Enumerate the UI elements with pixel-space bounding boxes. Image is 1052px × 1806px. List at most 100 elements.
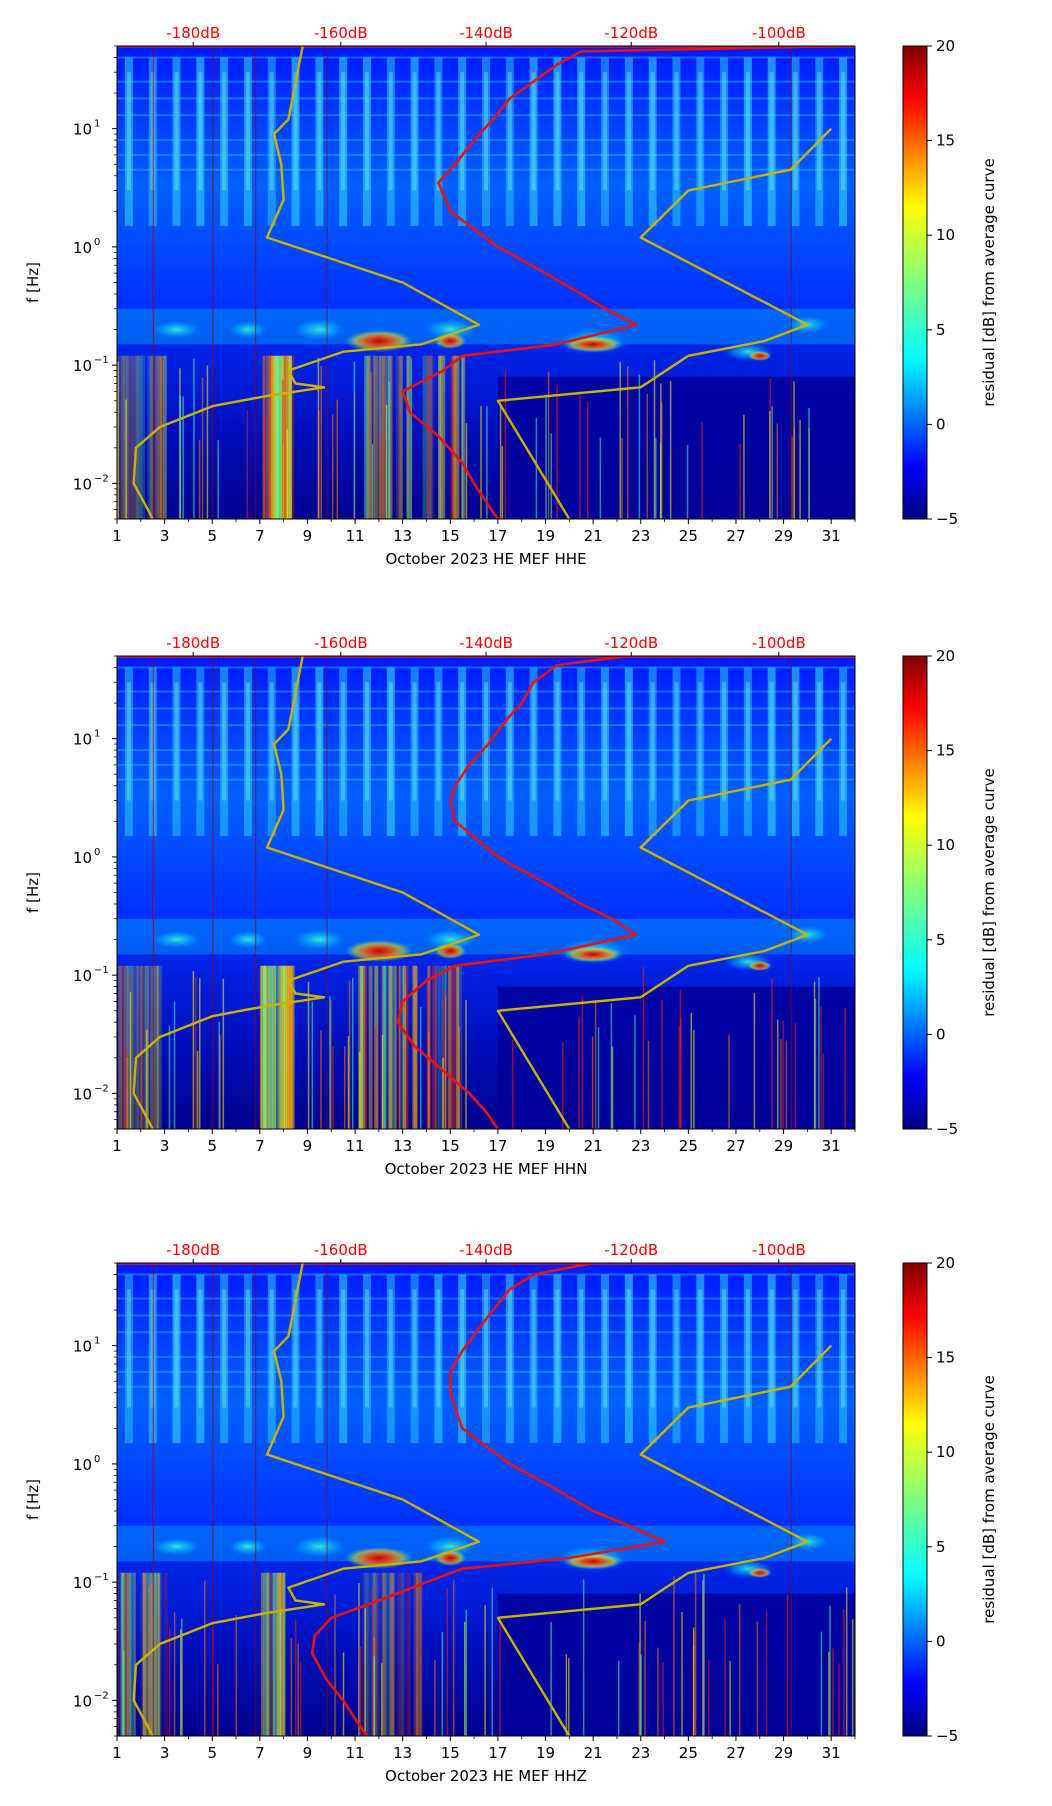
low-frequency-streak: [123, 1572, 127, 1736]
daily-stripe: [362, 57, 371, 227]
low-frequency-streak: [431, 355, 435, 519]
low-frequency-streak: [389, 1572, 393, 1736]
low-frequency-streak: [156, 965, 159, 1129]
gap-line: [152, 656, 154, 1129]
daily-stripe-core: [341, 682, 346, 801]
transient-streak: [426, 977, 429, 1129]
low-frequency-streak: [282, 965, 287, 1129]
transient-streak: [678, 1026, 681, 1129]
low-frequency-streak: [366, 355, 371, 519]
low-frequency-streak: [281, 1572, 285, 1736]
x-axis-label: October 2023 HE MEF HHE: [385, 550, 586, 568]
transient-streak: [694, 1573, 697, 1736]
low-frequency-streak: [275, 1572, 281, 1736]
transient-streak: [434, 1659, 436, 1736]
low-frequency-streak: [137, 965, 141, 1129]
colorbar: [902, 1262, 928, 1737]
transient-streak: [444, 989, 446, 1129]
colorbar-label: residual [dB] from average curve: [980, 768, 998, 1016]
colorbar-tick-label: 10: [936, 226, 955, 244]
x-tick-label: 23: [631, 1137, 650, 1155]
daily-stripe: [553, 1274, 562, 1444]
low-frequency-streak: [158, 965, 162, 1129]
daily-stripe-core: [555, 72, 560, 191]
low-frequency-streak: [418, 1572, 423, 1736]
top-edge: [117, 1263, 855, 1265]
daily-stripe: [529, 1274, 538, 1444]
daily-stripe-core: [484, 1289, 488, 1408]
low-frequency-streak: [142, 1572, 148, 1736]
transient-streak: [814, 998, 817, 1129]
transient-streak: [511, 1039, 514, 1129]
x-tick-label: 29: [774, 1744, 793, 1762]
low-frequency-streak: [140, 355, 145, 519]
transient-streak: [204, 1580, 206, 1736]
transient-streak: [785, 1040, 788, 1129]
daily-stripe: [172, 57, 181, 227]
low-frequency-streak: [162, 355, 168, 519]
daily-stripe: [410, 57, 419, 227]
daily-stripe: [624, 667, 633, 837]
low-frequency-streak: [267, 1572, 270, 1736]
transient-streak: [782, 1020, 785, 1129]
y-tick-label: 10: [73, 1338, 92, 1356]
x-tick-label: 9: [303, 527, 313, 545]
transient-streak: [182, 396, 184, 519]
x-tick-label: 3: [160, 1137, 170, 1155]
low-frequency-streak: [372, 355, 376, 519]
low-frequency-streak: [283, 965, 288, 1129]
transient-streak: [738, 1603, 741, 1736]
transient-streak: [444, 995, 447, 1129]
low-frequency-streak: [260, 1572, 265, 1736]
noise-blob: [148, 1536, 205, 1557]
low-frequency-streak: [288, 355, 292, 519]
low-frequency-streak: [151, 1572, 157, 1736]
transient-streak: [610, 1003, 613, 1129]
low-frequency-streak: [120, 1572, 124, 1736]
daily-stripe: [624, 1274, 633, 1444]
y-tick-exponent: 1: [94, 119, 100, 130]
daily-stripe-core: [460, 72, 465, 191]
transient-streak: [317, 358, 320, 519]
spectral-line: [117, 1297, 855, 1300]
daily-stripe-core: [317, 72, 322, 191]
low-frequency-streak: [268, 355, 272, 519]
low-frequency-streak: [273, 1572, 276, 1736]
daily-stripe-core: [436, 1289, 441, 1408]
daily-stripe-core: [626, 72, 631, 191]
low-frequency-streak: [388, 965, 393, 1129]
x-tick-label: 7: [255, 1137, 265, 1155]
transient-streak: [371, 443, 374, 519]
hot-spot: [563, 1553, 624, 1570]
low-frequency-streak: [155, 355, 160, 519]
transient-streak: [619, 362, 621, 519]
low-frequency-streak: [276, 1572, 282, 1736]
colorbar-tick-label: −5: [936, 1120, 958, 1138]
transient-streak: [703, 1573, 705, 1736]
low-frequency-streak: [397, 1572, 401, 1736]
low-frequency-streak: [389, 1572, 395, 1736]
daily-stripe: [529, 57, 538, 227]
low-frequency-streak: [277, 1572, 281, 1736]
transient-streak: [486, 406, 488, 519]
colorbar-tick-label: 20: [936, 37, 955, 55]
daily-stripe: [839, 1274, 848, 1444]
low-frequency-streak: [279, 355, 285, 519]
low-frequency-streak: [156, 1572, 161, 1736]
transient-streak: [838, 1663, 840, 1736]
daily-stripe-core: [222, 1289, 227, 1408]
low-frequency-streak: [262, 965, 267, 1129]
daily-stripe-core: [841, 1289, 846, 1408]
daily-stripe-core: [626, 1289, 631, 1408]
x-tick-label: 25: [679, 1137, 698, 1155]
daily-stripe: [124, 57, 133, 227]
low-frequency-streak: [366, 355, 370, 519]
low-frequency-streak: [284, 355, 289, 519]
daily-stripe: [553, 667, 562, 837]
y-tick-label: 10: [73, 1456, 92, 1474]
low-frequency-streak: [261, 1572, 264, 1736]
low-frequency-streak: [382, 1572, 387, 1736]
daily-stripe: [434, 667, 443, 837]
transient-streak: [168, 1025, 171, 1129]
daily-stripe: [315, 1274, 324, 1444]
